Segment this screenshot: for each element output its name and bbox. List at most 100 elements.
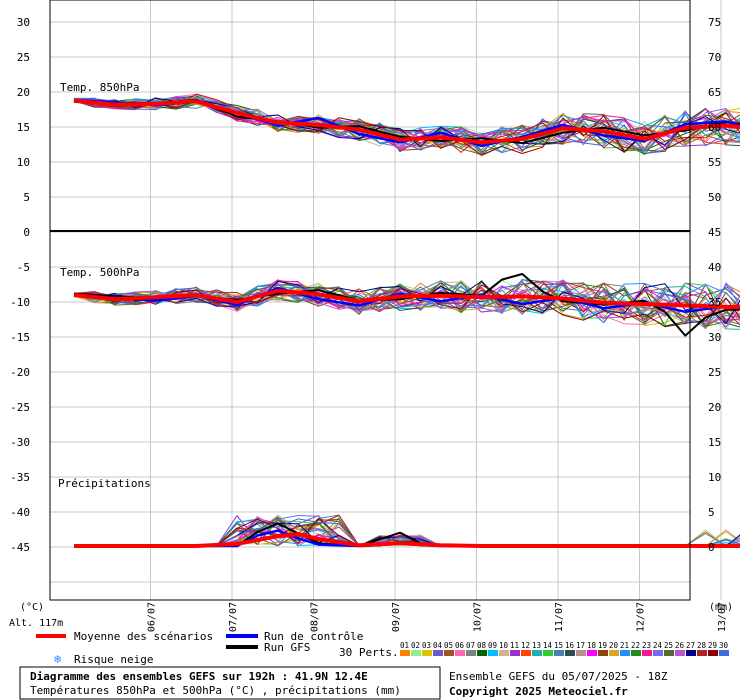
- perturbation-number: 28: [697, 641, 707, 650]
- axis-labels: 302520151057570656055500-5-10-15-20-25-3…: [9, 16, 733, 632]
- perturbation-number: 07: [466, 641, 475, 650]
- y-right-tick-500: 15: [708, 436, 721, 449]
- y-left-tick-850: 10: [17, 156, 30, 169]
- perturbation-color-swatch: [532, 650, 542, 656]
- y-right-tick-850: 60: [708, 121, 721, 134]
- y-left-tick-850: 15: [17, 121, 30, 134]
- y-right-tick-500: 10: [708, 471, 721, 484]
- footer-title: Diagramme des ensembles GEFS sur 192h : …: [30, 670, 368, 683]
- perturbation-number: 13: [532, 641, 541, 650]
- perturbation-color-swatch: [444, 650, 454, 656]
- perturbation-color-swatch: [411, 650, 421, 656]
- perturbation-number: 30: [719, 641, 729, 650]
- x-tick-label: 09/07: [391, 602, 402, 632]
- y-left-tick-500: -25: [10, 401, 30, 414]
- y-left-tick-850: 25: [17, 51, 30, 64]
- perturbation-line-500hpa: [73, 280, 740, 324]
- perturbation-color-swatch: [576, 650, 586, 656]
- perturbation-color-swatch: [565, 650, 575, 656]
- legend-label-snow: Risque neige: [74, 653, 153, 666]
- perturbation-number: 11: [510, 641, 519, 650]
- series-moyenne-des-sc-narios-850hpa: [73, 98, 740, 145]
- perturbation-color-swatch: [631, 650, 641, 656]
- y-right-tick-850: 70: [708, 51, 721, 64]
- perturbation-number: 18: [587, 641, 597, 650]
- x-tick-label: 08/07: [310, 602, 321, 632]
- perturbation-number: 19: [598, 641, 607, 650]
- perturbation-number: 02: [411, 641, 420, 650]
- perturbation-color-swatch: [697, 650, 707, 656]
- perturbation-color-swatch: [708, 650, 718, 656]
- y-left-tick-500: -30: [10, 436, 30, 449]
- footer-run-info: Ensemble GEFS du 05/07/2025 - 18Z: [449, 670, 668, 683]
- y-right-tick-850: 55: [708, 156, 721, 169]
- perturbation-number: 15: [554, 641, 563, 650]
- perturbation-line-500hpa: [73, 281, 740, 325]
- perturbation-color-swatch: [466, 650, 476, 656]
- perturbation-color-swatch: [477, 650, 487, 656]
- footer: Diagramme des ensembles GEFS sur 192h : …: [19, 666, 668, 700]
- perturbation-color-swatch: [433, 650, 443, 656]
- perturbation-color-swatch: [675, 650, 685, 656]
- y-left-tick-850: 5: [23, 191, 30, 204]
- perturbation-color-swatch: [664, 650, 674, 656]
- x-tick-label: 11/07: [554, 602, 565, 632]
- main-series-lines: [73, 98, 740, 548]
- legend-label-mean: Moyenne des scénarios: [74, 630, 213, 643]
- perturbation-color-swatch: [543, 650, 553, 656]
- perturbations-label: 30 Perts.: [339, 646, 399, 659]
- y-left-tick-500: -40: [10, 506, 30, 519]
- perturbation-color-swatch: [653, 650, 663, 656]
- perturbation-line-500hpa: [73, 288, 740, 320]
- y-right-tick-850: 75: [708, 16, 721, 29]
- legend: Moyenne des scénarios Run de contrôleRun …: [36, 630, 729, 666]
- perturbation-line-850hpa: [73, 99, 740, 156]
- y-left-tick-500: 0: [23, 226, 30, 239]
- perturbation-number: 06: [455, 641, 465, 650]
- y-right-tick-500: 0: [708, 541, 715, 554]
- perturbation-color-swatch: [400, 650, 410, 656]
- perturbation-number: 14: [543, 641, 553, 650]
- perturbation-number: 08: [477, 641, 487, 650]
- legend-label-gfs: Run GFS: [264, 641, 310, 654]
- right-unit-label: (mm): [709, 602, 733, 613]
- series-moyenne-des-sc-narios-500hpa: [73, 288, 740, 310]
- plot-frame: [49, 0, 691, 601]
- x-tick-label: 13/07: [717, 602, 728, 632]
- x-tick-label: 10/07: [473, 602, 484, 632]
- perturbation-number: 10: [499, 641, 509, 650]
- legend-label-control: Run de contrôle: [264, 630, 363, 643]
- perturbation-number: 23: [642, 641, 651, 650]
- y-right-tick-500: 40: [708, 261, 721, 274]
- footer-copyright: Copyright 2025 Meteociel.fr: [449, 685, 628, 698]
- perturbation-line-850hpa: [73, 93, 740, 149]
- perturbation-number: 01: [400, 641, 409, 650]
- x-tick-label: 06/07: [147, 602, 158, 632]
- perturbation-number: 24: [653, 641, 663, 650]
- perturbation-color-swatch: [620, 650, 630, 656]
- perturbation-color-swatch: [499, 650, 509, 656]
- snowflake-icon: ❄: [54, 652, 61, 666]
- perturbation-line-500hpa: [73, 284, 740, 328]
- y-left-tick-500: -45: [10, 541, 30, 554]
- y-right-tick-500: 35: [708, 296, 721, 309]
- perturbation-lines: [73, 93, 740, 547]
- perturbation-number: 03: [422, 641, 431, 650]
- perturbation-number: 21: [620, 641, 629, 650]
- perturbation-number: 05: [444, 641, 453, 650]
- perturbation-number: 26: [675, 641, 685, 650]
- perturbation-line-850hpa: [73, 99, 740, 151]
- perturbation-color-swatch: [554, 650, 564, 656]
- perturbation-color-swatch: [455, 650, 465, 656]
- y-right-tick-500: 30: [708, 331, 721, 344]
- perturbation-line-500hpa: [73, 279, 740, 322]
- altitude-label: Alt. 117m: [9, 618, 63, 629]
- y-left-tick-850: 20: [17, 86, 30, 99]
- y-right-tick-500: 5: [708, 506, 715, 519]
- perturbation-color-swatch: [422, 650, 432, 656]
- plot-border: [49, 0, 691, 601]
- footer-subtitle: Températures 850hPa et 500hPa (°C) , pré…: [30, 684, 401, 697]
- perturbation-color-swatch: [488, 650, 498, 656]
- perturbation-number: 22: [631, 641, 640, 650]
